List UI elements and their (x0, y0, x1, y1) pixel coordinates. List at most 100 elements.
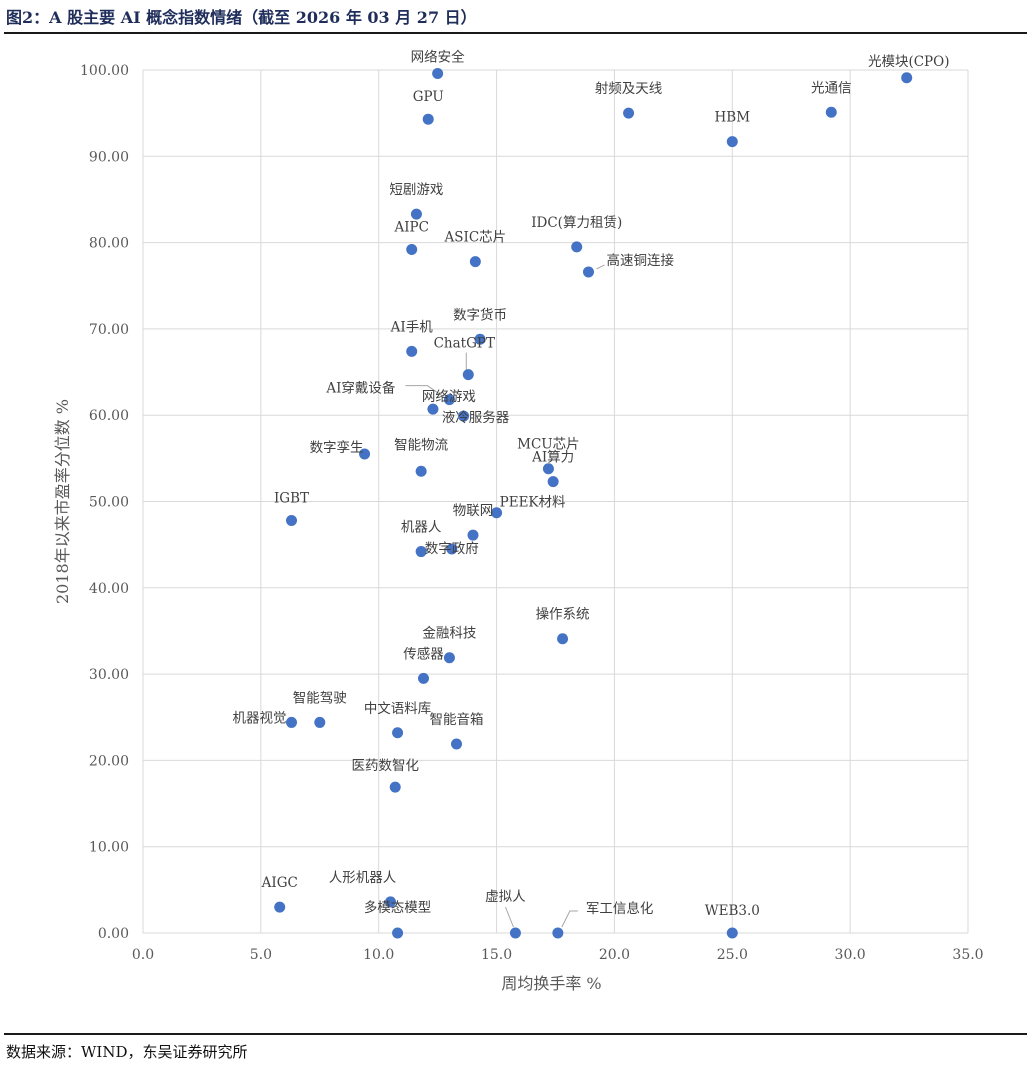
scatter-point (552, 927, 564, 939)
point-label: 网络安全 (411, 48, 465, 65)
x-tick-label: 20.0 (599, 947, 630, 963)
scatter-point (432, 67, 444, 79)
y-tick-label: 20.00 (89, 753, 129, 769)
point-label: 光通信 (811, 80, 852, 96)
scatter-point (726, 136, 738, 148)
point-label: 医药数智化 (351, 758, 419, 774)
point-label: MCU芯片 (517, 437, 580, 453)
scatter-point (286, 514, 297, 526)
point-label: AI穿戴设备 (325, 380, 396, 397)
point-label: WEB3.0 (705, 903, 760, 919)
x-tick-label: 30.0 (835, 947, 866, 963)
y-tick-label: 10.00 (89, 840, 129, 856)
scatter-point (509, 927, 521, 939)
y-tick-label: 30.00 (89, 667, 129, 683)
scatter-point (406, 244, 418, 256)
point-label: 网络游戏 (422, 389, 476, 405)
point-label: 物联网 (453, 503, 494, 519)
x-tick-label: 25.0 (717, 947, 748, 963)
point-label: 机器人 (401, 520, 442, 536)
scatter-point (385, 896, 396, 908)
scatter-chart: 0.0 5.0 10.0 15.0 20.0 25.0 30.0 35.0 0.00 10.00 2… (53, 48, 984, 993)
scatter-point (726, 927, 738, 939)
bottom-rule (4, 1033, 1027, 1035)
point-label: ChatGPT (434, 336, 495, 352)
point-label: 军工信息化 (586, 900, 654, 917)
scatter-point (392, 927, 404, 939)
point-label: 中文语料库 (364, 701, 432, 717)
scatter-point (542, 463, 554, 475)
point-label: 机器视觉 (233, 710, 287, 726)
scatter-point (415, 465, 427, 477)
point-label: ASIC芯片 (444, 230, 507, 246)
y-tick-label: 80.00 (89, 236, 129, 252)
scatter-point (623, 107, 635, 119)
point-label: AIGC (261, 875, 298, 891)
scatter-point (389, 781, 401, 793)
x-tick-label: 15.0 (481, 947, 512, 963)
point-label: AI手机 (390, 319, 434, 335)
scatter-point (427, 403, 439, 415)
y-axis-label: 2018年以来市盈率分位数 % (53, 399, 72, 604)
scatter-point (443, 652, 455, 664)
point-label: 多模态模型 (364, 899, 432, 916)
point-label: 传感器 (403, 645, 444, 662)
scatter-point (415, 546, 427, 558)
scatter-point (583, 266, 594, 278)
tick-labels: 0.0 5.0 10.0 15.0 20.0 25.0 30.0 35.0 0.00 10.00 2… (80, 63, 984, 963)
scatter-point (422, 113, 434, 125)
scatter-point (491, 507, 503, 519)
point-label: IDC(算力租赁) (531, 215, 622, 231)
scatter-point (462, 369, 474, 381)
scatter-point (825, 106, 837, 118)
scatter-point (286, 716, 297, 728)
source-note: 数据来源：WIND，东吴证券研究所 (6, 1043, 248, 1061)
y-tick-label: 60.00 (89, 408, 129, 424)
point-label: 短剧游戏 (389, 182, 443, 198)
point-label: AIPC (393, 220, 429, 236)
leader-lines (405, 264, 605, 928)
scatter-point (469, 256, 481, 268)
point-label: 虚拟人 (485, 889, 526, 905)
y-tick-label: 0.00 (98, 926, 129, 942)
point-labels: 网络安全 光模块(CPO) GPU 射频及天线 光通信 HBM 短剧游戏 AIPC ASIC芯片… (233, 48, 950, 919)
y-tick-label: 90.00 (89, 149, 129, 165)
gridlines (142, 69, 969, 934)
y-tick-label: 70.00 (89, 322, 129, 338)
figure-title: 图2：A 股主要 AI 概念指数情绪（截至 2026 年 03 月 27 日） (6, 8, 477, 27)
leader-line (596, 264, 605, 270)
y-tick-label: 50.00 (89, 495, 129, 511)
scatter-point (547, 476, 559, 488)
scatter-point (557, 633, 569, 645)
point-label: 数字孪生 (310, 439, 364, 456)
point-label: 智能物流 (394, 437, 448, 453)
scatter-point (410, 208, 422, 220)
x-tick-label: 10.0 (363, 947, 394, 963)
y-tick-label: 40.00 (89, 581, 129, 597)
x-tick-label: 0.0 (132, 947, 154, 963)
point-label: HBM (715, 110, 751, 126)
scatter-point (274, 901, 286, 913)
x-tick-label: 35.0 (952, 947, 983, 963)
point-label: 智能驾驶 (293, 690, 347, 706)
scatter-point (406, 345, 418, 357)
point-label: 数字货币 (453, 306, 507, 323)
point-label: 金融科技 (422, 626, 476, 642)
point-label: 光模块(CPO) (868, 54, 950, 70)
leader-line (561, 910, 578, 928)
point-label: GPU (413, 89, 444, 105)
scatter-point (451, 738, 462, 750)
scatter-point (467, 529, 479, 541)
scatter-point (901, 72, 913, 84)
point-label: AI算力 (531, 450, 574, 466)
point-label: 高速铜连接 (607, 252, 675, 269)
scatter-point (458, 410, 470, 422)
point-label: 智能音箱 (430, 711, 484, 728)
scatter-point (359, 448, 371, 460)
scatter-point (446, 543, 458, 555)
scatter-point (418, 672, 429, 684)
point-label: 数字政府 (425, 541, 479, 557)
point-label: 液冷服务器 (442, 410, 510, 426)
point-label: 操作系统 (536, 607, 590, 623)
x-axis-label: 周均换手率 % (501, 974, 601, 993)
